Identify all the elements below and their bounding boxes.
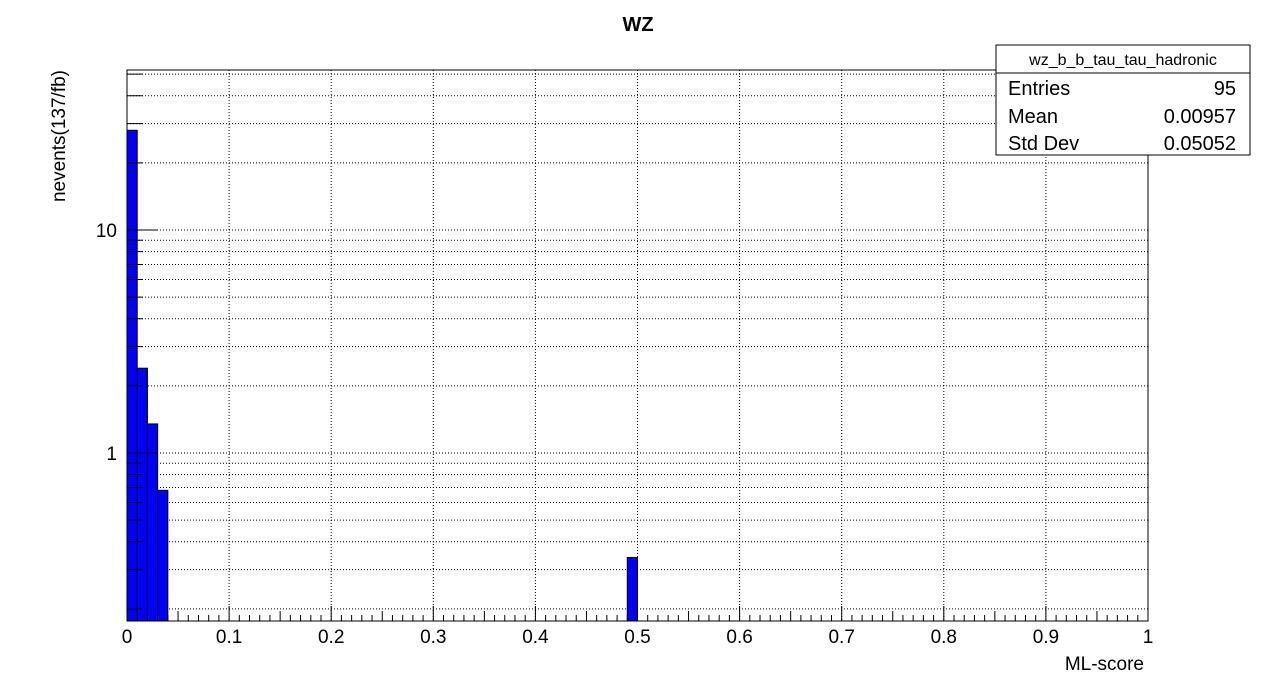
stats-entries-label: Entries <box>1008 78 1070 100</box>
stats-box: wz_b_b_tau_tau_hadronic Entries 95 Mean … <box>995 44 1251 156</box>
x-axis-title: ML-score <box>1065 654 1144 675</box>
x-tick-label: 0.5 <box>624 627 650 648</box>
stats-box-frame <box>995 44 1251 156</box>
stats-stddev-label: Std Dev <box>1008 133 1079 155</box>
x-tick-label: 0.4 <box>522 627 549 648</box>
histogram-bar <box>136 367 148 622</box>
stats-box-title: wz_b_b_tau_tau_hadronic <box>1028 52 1217 69</box>
y-axis-title: nevents(137/fb) <box>49 70 70 202</box>
histogram-bar <box>157 489 169 622</box>
y-tick-label: 1 <box>106 444 117 465</box>
stats-mean-label: Mean <box>1008 106 1058 128</box>
x-tick-label: 0.2 <box>318 627 344 648</box>
x-tick-label: 0.8 <box>931 627 957 648</box>
histogram-bars <box>126 129 638 622</box>
histogram-bar <box>126 129 138 622</box>
x-tick-label: 0.6 <box>726 627 752 648</box>
x-axis-ticks: 0 0.1 0.2 0.3 0.4 0.5 0.6 0.7 0.8 0.9 1 <box>122 606 1154 648</box>
y-axis-ticks: 1 10 <box>96 73 158 610</box>
stats-stddev-value: 0.05052 <box>1164 133 1236 155</box>
x-tick-label: 0.3 <box>420 627 446 648</box>
histogram-bar <box>626 556 638 622</box>
x-tick-label: 0.1 <box>216 627 242 648</box>
grid-lines <box>127 70 1148 621</box>
chart-title: WZ <box>622 14 653 36</box>
y-tick-label: 10 <box>96 221 117 242</box>
x-tick-label: 0 <box>122 627 133 648</box>
stats-mean-value: 0.00957 <box>1164 106 1236 128</box>
x-tick-label: 0.7 <box>828 627 854 648</box>
x-tick-label: 0.9 <box>1033 627 1059 648</box>
stats-entries-value: 95 <box>1214 78 1236 100</box>
x-tick-label: 1 <box>1143 627 1154 648</box>
